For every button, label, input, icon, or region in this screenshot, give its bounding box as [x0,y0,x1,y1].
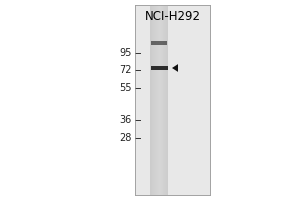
Bar [158,5,159,195]
Bar [159,5,160,195]
Bar [162,5,163,195]
Text: 55: 55 [119,83,132,93]
Text: 28: 28 [120,133,132,143]
Text: NCI-H292: NCI-H292 [145,10,200,23]
Bar [163,5,164,195]
Bar [153,5,154,195]
Bar [151,41,167,45]
Bar [161,5,162,195]
Bar [154,5,155,195]
Bar [160,5,161,195]
Polygon shape [172,64,178,72]
Text: 72: 72 [119,65,132,75]
Bar [155,5,156,195]
Bar [157,5,158,195]
Bar [152,5,153,195]
Bar [160,5,161,195]
Bar [167,5,168,195]
Bar [150,5,151,195]
Bar [156,5,157,195]
Bar [154,5,155,195]
Bar [151,5,152,195]
Bar [151,66,167,70]
Bar [166,5,167,195]
Bar [164,5,165,195]
Text: 36: 36 [120,115,132,125]
Bar [165,5,166,195]
Text: 95: 95 [120,48,132,58]
Bar [135,5,210,195]
